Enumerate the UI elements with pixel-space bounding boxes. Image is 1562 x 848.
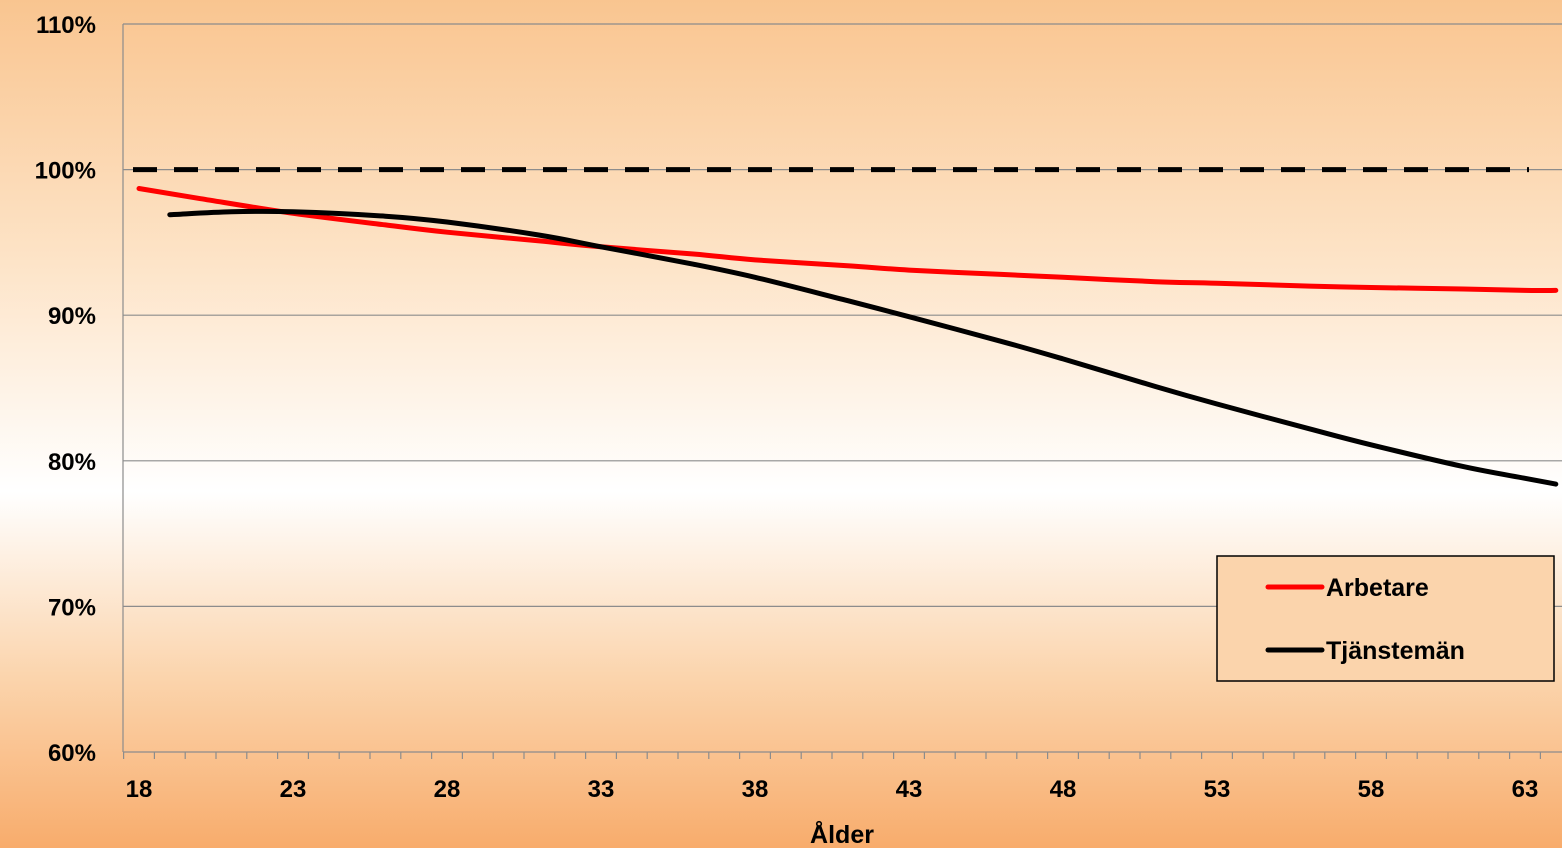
axes <box>122 24 1562 759</box>
x-tick-labels: 18 23 28 33 38 43 48 53 58 63 <box>126 776 1539 803</box>
y-tick-label: 70% <box>48 594 96 621</box>
x-tick-label: 53 <box>1204 776 1231 803</box>
x-tick-label: 63 <box>1512 776 1539 803</box>
y-tick-label: 80% <box>48 449 96 476</box>
series-line-arbetare <box>136 186 1559 294</box>
y-tick-label: 100% <box>35 158 96 185</box>
x-tick-label: 58 <box>1358 776 1385 803</box>
x-tick-label: 33 <box>588 776 615 803</box>
gridlines <box>123 23 1562 608</box>
y-tick-labels: 60% 70% 80% 90% 100% 110% <box>35 12 96 767</box>
x-tick-label: 28 <box>434 776 461 803</box>
x-axis-title: Ålder <box>810 820 874 848</box>
series-line-tjanstemän <box>167 208 1559 487</box>
x-tick-label: 23 <box>280 776 307 803</box>
legend: Arbetare Tjänstemän <box>1216 555 1555 682</box>
legend-label-tjanstemän: Tjänstemän <box>1326 637 1465 665</box>
legend-box <box>1216 555 1555 682</box>
legend-label-arbetare: Arbetare <box>1326 574 1429 602</box>
x-tick-label: 38 <box>742 776 769 803</box>
y-tick-label: 60% <box>48 740 96 767</box>
x-tick-label: 18 <box>126 776 153 803</box>
x-tick-label: 43 <box>896 776 923 803</box>
y-tick-label: 110% <box>36 12 96 39</box>
y-tick-label: 90% <box>48 303 96 330</box>
x-tick-label: 48 <box>1050 776 1077 803</box>
series-lines <box>133 167 1559 487</box>
